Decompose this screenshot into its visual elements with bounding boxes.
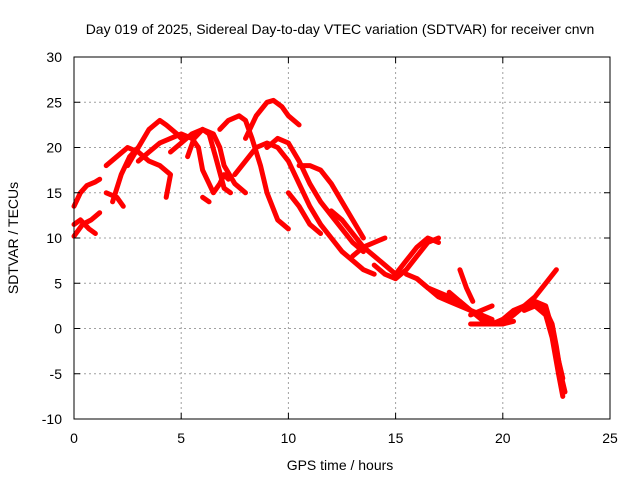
series-line-trace-30 <box>521 303 568 395</box>
series-line-trace-21 <box>393 235 441 277</box>
series-line-trace-1 <box>71 176 103 209</box>
x-tick-label: 0 <box>70 430 78 446</box>
series-line-trace-17 <box>285 190 324 236</box>
series-line-trace-3 <box>71 217 98 236</box>
x-tick-label: 20 <box>495 430 511 446</box>
series-line-trace-20 <box>371 235 441 282</box>
x-tick-label: 25 <box>602 430 618 446</box>
y-axis-label: SDTVAR / TECUs <box>5 182 21 294</box>
series-line-trace-7 <box>125 117 184 169</box>
data-series <box>71 97 568 399</box>
series-line-trace-19 <box>350 235 388 259</box>
axis-ticks <box>73 56 611 420</box>
y-tick-label: 25 <box>46 94 62 110</box>
series-line-trace-29 <box>500 303 566 399</box>
y-tick-label: -5 <box>50 366 63 382</box>
series-line-trace-10 <box>185 126 233 196</box>
y-tick-label: 20 <box>46 140 62 156</box>
chart-title: Day 019 of 2025, Sidereal Day-to-day VTE… <box>86 21 595 37</box>
y-tick-label: 15 <box>46 185 62 201</box>
series-line-trace-12 <box>217 113 291 232</box>
y-tick-label: 10 <box>46 230 62 246</box>
series-line-trace-9 <box>168 126 248 196</box>
series-line-trace-15 <box>264 135 366 255</box>
y-tick-label: -10 <box>42 411 62 427</box>
x-tick-label: 5 <box>177 430 185 446</box>
series-line-trace-13 <box>243 97 302 141</box>
grid <box>74 57 610 419</box>
y-tick-labels: -10 -5 0 5 10 15 20 25 30 <box>42 49 62 427</box>
series-line-trace-11 <box>200 194 212 205</box>
series-line-trace-8 <box>135 131 231 196</box>
series-line-trace-16 <box>296 163 366 241</box>
series-line-trace-5 <box>103 190 126 209</box>
y-tick-label: 5 <box>54 275 62 291</box>
x-tick-label: 10 <box>281 430 297 446</box>
series-line-trace-18 <box>328 208 399 277</box>
series-line-trace-26 <box>468 303 495 318</box>
series-line-trace-14 <box>232 140 377 277</box>
x-tick-labels: 0 5 10 15 20 25 <box>70 430 618 446</box>
series-line-trace-2 <box>71 210 103 239</box>
y-tick-label: 30 <box>46 49 62 65</box>
x-axis-label: GPS time / hours <box>287 457 394 473</box>
x-tick-label: 15 <box>388 430 404 446</box>
series-line-trace-25 <box>457 267 476 304</box>
y-tick-label: 0 <box>54 321 62 337</box>
